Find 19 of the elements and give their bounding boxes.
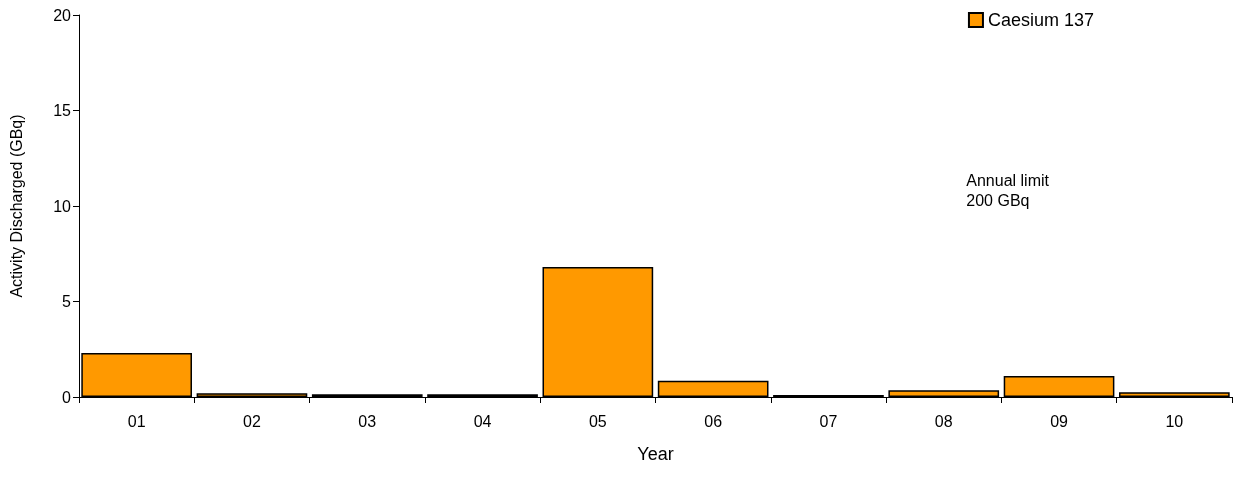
- y-tick-label: 20: [53, 6, 72, 24]
- annotation: Annual limit 200 GBq: [966, 171, 1050, 209]
- y-tick-label: 15: [53, 102, 72, 119]
- x-tick-label: 07: [819, 412, 838, 430]
- x-tick-label: 03: [358, 412, 377, 430]
- y-axis-title: Activity Discharged (GBq): [7, 114, 25, 298]
- x-tick-label: 10: [1165, 412, 1184, 430]
- x-tick-label: 05: [588, 412, 607, 430]
- x-tick-label: 04: [473, 412, 492, 430]
- legend-label: Caesium 137: [987, 10, 1094, 30]
- x-tick-label: 08: [934, 412, 953, 430]
- y-tick-label: 10: [53, 197, 72, 215]
- x-tick-label: 09: [1050, 412, 1069, 430]
- x-axis-title: Year: [637, 444, 674, 464]
- x-tick-label: 01: [127, 412, 146, 430]
- y-tick-label: 5: [62, 293, 72, 310]
- x-tick-label: 06: [704, 412, 723, 430]
- x-tick-label: 02: [243, 412, 261, 430]
- y-tick-label: 0: [62, 388, 72, 406]
